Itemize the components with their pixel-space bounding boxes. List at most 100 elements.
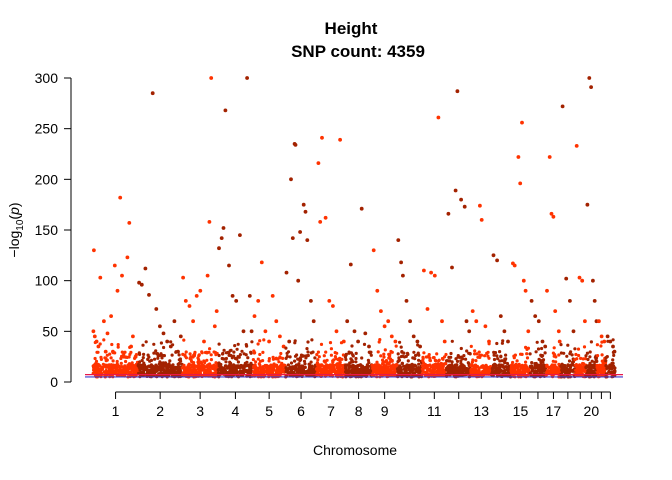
snp-point-background — [170, 353, 174, 357]
snp-point — [393, 339, 398, 344]
snp-point-background — [310, 338, 314, 342]
snp-point-background — [210, 366, 214, 370]
snp-point-background — [209, 353, 213, 357]
snp-point — [198, 288, 203, 293]
snp-point — [137, 280, 142, 285]
chromosome-points-4 — [216, 76, 254, 379]
snp-point-background — [514, 366, 518, 370]
snp-point — [309, 299, 313, 303]
y-tick-label: 300 — [35, 70, 59, 86]
snp-point-background — [454, 367, 458, 371]
snp-point-background — [469, 368, 473, 372]
snp-point-background — [306, 353, 310, 358]
snp-point — [506, 339, 510, 344]
snp-point-background — [228, 368, 232, 373]
snp-point-background — [261, 359, 265, 363]
snp-point-background — [344, 367, 348, 371]
snp-point-background — [322, 354, 326, 358]
x-tick-label: 8 — [355, 403, 363, 419]
snp-point-background — [329, 347, 333, 351]
snp-point-background — [181, 352, 185, 356]
snp-point-background — [293, 354, 298, 358]
snp-point-background — [249, 351, 253, 355]
snp-point-background — [416, 351, 420, 355]
snp-point-background — [604, 356, 608, 360]
snp-point-background — [310, 365, 314, 369]
snp-point — [194, 294, 199, 298]
snp-point — [230, 294, 235, 298]
snp-point-background — [348, 361, 352, 365]
snp-point-background — [289, 369, 294, 373]
snp-point-background — [585, 351, 590, 355]
snp-point-background — [604, 364, 608, 368]
snp-point-background — [402, 351, 406, 355]
snp-point-background — [202, 365, 206, 369]
snp-point-background — [270, 365, 274, 369]
snp-point-background — [152, 342, 156, 346]
snp-point-background — [245, 344, 249, 348]
snp-point — [345, 319, 350, 324]
snp-point — [564, 276, 569, 281]
snp-point-background — [384, 360, 388, 364]
snp-point-background — [434, 370, 438, 374]
snp-point-background — [256, 342, 260, 346]
snp-point-background — [533, 371, 537, 375]
snp-point-background — [252, 351, 256, 355]
snp-point-background — [146, 369, 150, 373]
snp-point-background — [182, 366, 186, 370]
snp-point — [367, 344, 371, 349]
chromosome-points-11 — [420, 115, 448, 379]
snp-point-background — [241, 370, 245, 374]
snp-point-background — [528, 352, 532, 356]
snp-point-background — [99, 357, 103, 361]
snp-point-background — [431, 371, 435, 375]
snp-point-background — [245, 360, 249, 364]
snp-point-background — [207, 350, 211, 354]
snp-point-background — [406, 359, 410, 363]
snp-point-background — [503, 357, 507, 361]
snp-point — [311, 319, 316, 324]
snp-point — [401, 273, 405, 278]
snp-point-background — [562, 351, 566, 355]
snp-point — [316, 161, 321, 166]
snp-point-background — [209, 358, 213, 362]
snp-point-background — [478, 355, 482, 359]
snp-point-background — [449, 351, 453, 356]
snp-point-background — [412, 350, 416, 354]
snp-point-background — [477, 369, 481, 373]
snp-point-background — [216, 368, 220, 372]
snp-point-background — [344, 357, 348, 362]
snp-point-background — [472, 370, 476, 374]
snp-point-background — [510, 360, 515, 365]
snp-point-background — [394, 344, 398, 348]
snp-point-background — [486, 350, 490, 354]
chromosome-points-8 — [343, 206, 374, 379]
snp-point — [571, 329, 576, 334]
snp-point — [589, 85, 593, 89]
snp-point-background — [184, 356, 188, 360]
snp-point-background — [448, 370, 452, 374]
snp-point — [502, 329, 507, 334]
snp-point — [217, 246, 221, 251]
snp-point-background — [313, 356, 317, 360]
snp-point-background — [159, 371, 163, 375]
snp-point — [404, 299, 409, 303]
snp-point — [605, 334, 610, 339]
snp-point-background — [333, 355, 337, 359]
snp-point-background — [398, 364, 402, 368]
snp-point-background — [250, 340, 254, 344]
snp-point-background — [110, 368, 114, 372]
snp-point-background — [138, 360, 142, 364]
y-axis-label: −log10(p) — [6, 202, 26, 257]
snp-point-background — [190, 368, 194, 372]
snp-point — [127, 221, 132, 225]
snp-point — [111, 349, 115, 354]
snp-point-background — [158, 360, 162, 364]
snp-point-background — [545, 364, 549, 368]
snp-point-background — [534, 361, 538, 366]
snp-point-background — [365, 364, 369, 368]
snp-point-background — [574, 352, 578, 357]
snp-point — [252, 314, 257, 318]
snp-point — [556, 329, 561, 334]
snp-point-background — [120, 350, 124, 354]
